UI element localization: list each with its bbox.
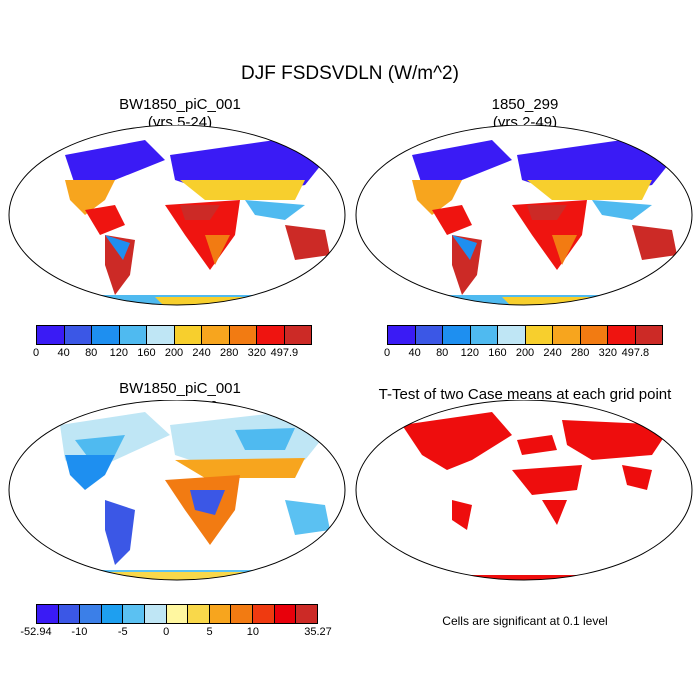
colorbar-swatch [92, 326, 120, 344]
colorbar-case1 [36, 325, 312, 345]
colorbar-tick-label: 10 [246, 626, 260, 638]
colorbar-tick-label: 40 [408, 347, 421, 359]
colorbar-tick-label: 160 [488, 347, 507, 359]
colorbar-tick-label: 240 [543, 347, 562, 359]
colorbar-swatch [101, 605, 124, 623]
colorbar-swatch [388, 326, 416, 344]
colorbar-tick-label: 200 [164, 347, 184, 359]
panel-title-line1: BW1850_piC_001 [119, 380, 241, 397]
colorbar-swatch [296, 605, 317, 623]
colorbar-tick-label: 497.9 [270, 347, 299, 359]
colorbar-swatch [145, 605, 167, 623]
colorbar-swatch [80, 605, 102, 623]
panel-title-ttest: T-Test of two Case means at each grid po… [378, 386, 672, 403]
colorbar-swatch [58, 605, 81, 623]
colorbar-swatch [608, 326, 636, 344]
colorbar-tick-label: 280 [571, 347, 590, 359]
colorbar-swatch [188, 605, 210, 623]
colorbar-swatch [123, 605, 146, 623]
colorbar-tick-label: 40 [57, 347, 70, 359]
colorbar-swatch [229, 326, 257, 344]
colorbar-tick-label: 240 [192, 347, 211, 359]
colorbar-swatch [37, 605, 59, 623]
colorbar-swatch [415, 326, 443, 344]
colorbar-tick-label: 320 [247, 347, 266, 359]
colorbar-tick-label: 0 [32, 347, 40, 359]
colorbar-tick-label: 0 [383, 347, 391, 359]
map-diff [8, 400, 346, 581]
colorbar-labels-case2: 0 40 80 120 160 200 240 280 320 497.8 [383, 347, 663, 361]
colorbar-swatch [443, 326, 471, 344]
colorbar-swatch [231, 605, 254, 623]
colorbar-tick-label: 160 [137, 347, 156, 359]
colorbar-case2 [387, 325, 663, 345]
colorbar-tick-label: 120 [109, 347, 128, 359]
colorbar-tick-label: 280 [220, 347, 239, 359]
colorbar-swatch [202, 326, 230, 344]
colorbar-swatch [209, 605, 232, 623]
map-ttest [355, 400, 693, 581]
colorbar-swatch [553, 326, 581, 344]
map-case2 [355, 125, 693, 306]
colorbar-swatch [64, 326, 92, 344]
colorbar-swatch [525, 326, 553, 344]
colorbar-swatch [470, 326, 498, 344]
colorbar-swatch [37, 326, 65, 344]
colorbar-swatch [498, 326, 526, 344]
significance-note: Cells are significant at 0.1 level [442, 614, 608, 628]
colorbar-tick-label: -52.94 [20, 626, 52, 638]
colorbar-tick-label: -10 [71, 626, 88, 638]
colorbar-tick-label: 200 [515, 347, 535, 359]
colorbar-labels-case1: 0 40 80 120 160 200 240 280 320 497.9 [32, 347, 312, 361]
colorbar-swatch [174, 326, 202, 344]
colorbar-tick-label: 0 [163, 626, 170, 638]
colorbar-swatch [253, 605, 275, 623]
colorbar-diff [36, 604, 318, 624]
colorbar-tick-label: 320 [598, 347, 617, 359]
panel-title-line1: BW1850_piC_001 [119, 96, 241, 113]
colorbar-swatch [119, 326, 147, 344]
colorbar-swatch [274, 605, 297, 623]
colorbar-tick-label: 80 [436, 347, 449, 359]
colorbar-swatch [284, 326, 311, 344]
colorbar-swatch [147, 326, 175, 344]
colorbar-tick-label: 80 [85, 347, 98, 359]
colorbar-tick-label: 5 [206, 626, 213, 638]
colorbar-swatch [166, 605, 189, 623]
figure-title: DJF FSDSVDLN (W/m^2) [241, 63, 459, 84]
colorbar-tick-label: 120 [460, 347, 479, 359]
map-case1 [8, 125, 346, 306]
panel-title-line1: 1850_299 [491, 96, 559, 113]
colorbar-tick-label: -5 [117, 626, 128, 638]
colorbar-tick-label: 35.27 [304, 626, 332, 638]
colorbar-swatch [580, 326, 608, 344]
colorbar-swatch [257, 326, 285, 344]
colorbar-tick-label: 497.8 [621, 347, 650, 359]
colorbar-swatch [635, 326, 662, 344]
colorbar-labels-diff: -52.94 -10 -5 0 5 10 35.27 [20, 626, 331, 640]
